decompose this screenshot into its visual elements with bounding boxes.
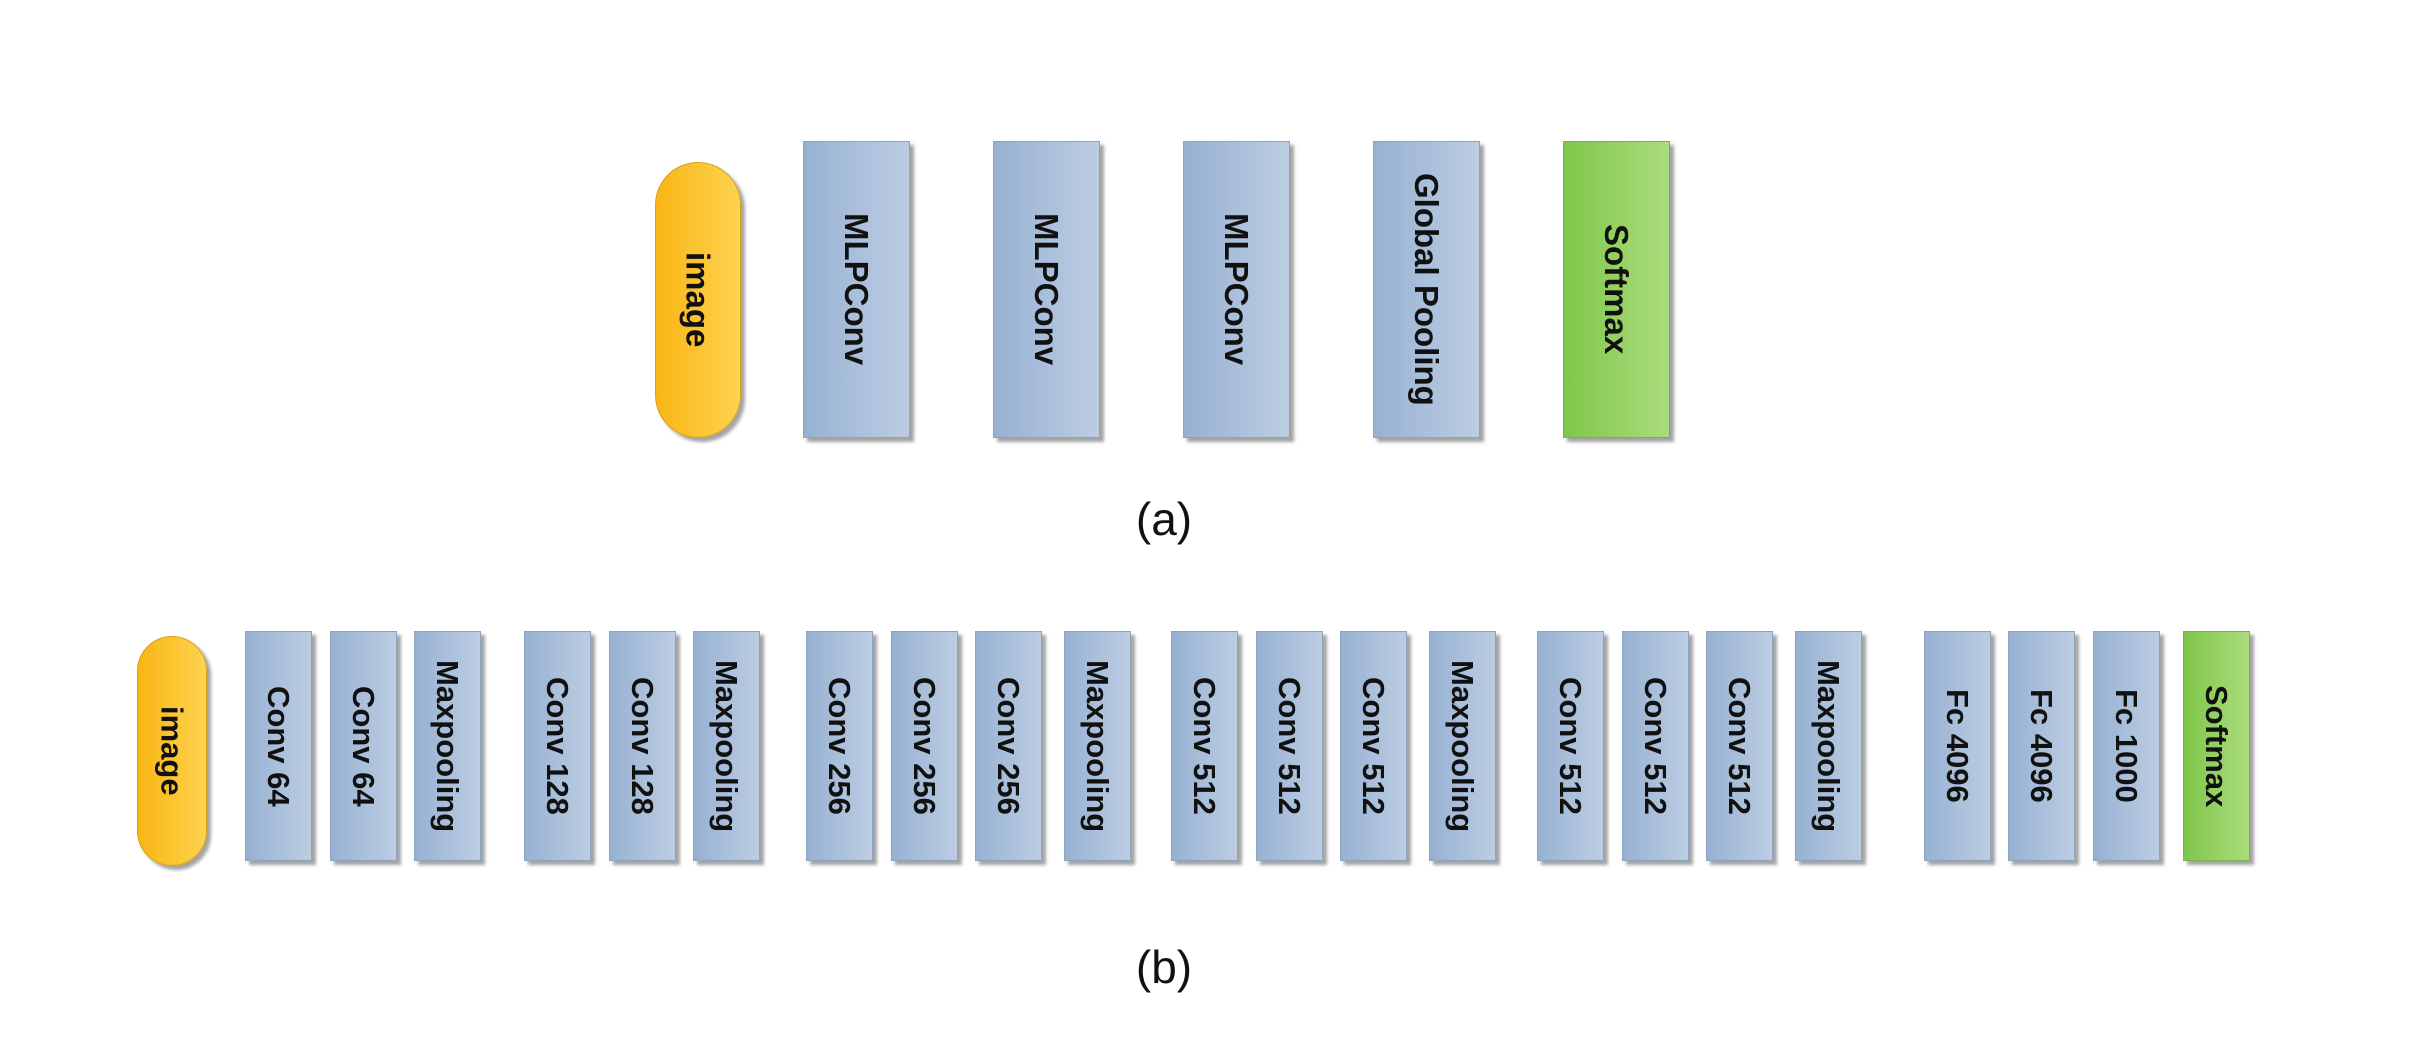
- node-label: Conv 512: [1187, 677, 1222, 815]
- conv512-layer-2: Conv 512: [1256, 631, 1323, 861]
- fc4096-layer-2: Fc 4096: [2008, 631, 2075, 861]
- mlpconv-layer-3: MLPConv: [1183, 141, 1290, 438]
- node-label: image: [154, 706, 190, 796]
- conv512-layer-4: Conv 512: [1537, 631, 1604, 861]
- maxpooling-layer-2: Maxpooling: [693, 631, 760, 861]
- node-label: Conv 256: [991, 677, 1026, 815]
- node-label: Maxpooling: [430, 659, 465, 833]
- conv64-layer-1: Conv 64: [245, 631, 312, 861]
- node-label: Conv 64: [261, 685, 296, 807]
- node-label: Global Pooling: [1408, 173, 1445, 406]
- caption-b: (b): [1135, 941, 1193, 993]
- softmax-output-node: Softmax: [1563, 141, 1670, 438]
- node-label: Fc 1000: [2109, 689, 2144, 803]
- node-label: Conv 512: [1272, 677, 1307, 815]
- conv128-layer-1: Conv 128: [524, 631, 591, 861]
- node-label: Maxpooling: [1811, 659, 1846, 833]
- node-label: MLPConv: [1028, 213, 1065, 366]
- conv64-layer-2: Conv 64: [330, 631, 397, 861]
- fc1000-layer: Fc 1000: [2093, 631, 2160, 861]
- node-label: Conv 512: [1638, 677, 1673, 815]
- maxpooling-layer-4: Maxpooling: [1429, 631, 1496, 861]
- node-label: Conv 256: [907, 677, 942, 815]
- node-label: Conv 64: [346, 685, 381, 807]
- caption-a: (a): [1135, 493, 1193, 545]
- maxpooling-layer-5: Maxpooling: [1795, 631, 1862, 861]
- conv256-layer-3: Conv 256: [975, 631, 1042, 861]
- input-image-node: image: [137, 636, 207, 866]
- node-label: Maxpooling: [1445, 659, 1480, 833]
- node-label: Softmax: [1598, 224, 1635, 355]
- fc4096-layer-1: Fc 4096: [1924, 631, 1991, 861]
- input-image-node: image: [655, 162, 741, 438]
- node-label: Conv 512: [1356, 677, 1391, 815]
- node-label: Maxpooling: [709, 659, 744, 833]
- node-label: Conv 256: [822, 677, 857, 815]
- node-label: Conv 128: [625, 677, 660, 815]
- global-pooling-layer: Global Pooling: [1373, 141, 1480, 438]
- conv512-layer-6: Conv 512: [1706, 631, 1773, 861]
- node-label: Fc 4096: [1940, 689, 1975, 803]
- node-label: image: [679, 252, 717, 348]
- node-label: Maxpooling: [1080, 659, 1115, 833]
- conv128-layer-2: Conv 128: [609, 631, 676, 861]
- maxpooling-layer-3: Maxpooling: [1064, 631, 1131, 861]
- node-label: Conv 512: [1553, 677, 1588, 815]
- maxpooling-layer-1: Maxpooling: [414, 631, 481, 861]
- conv256-layer-2: Conv 256: [891, 631, 958, 861]
- node-label: Conv 512: [1722, 677, 1757, 815]
- softmax-output-node: Softmax: [2183, 631, 2250, 861]
- node-label: MLPConv: [838, 213, 875, 366]
- node-label: Fc 4096: [2024, 689, 2059, 803]
- mlpconv-layer-1: MLPConv: [803, 141, 910, 438]
- node-label: MLPConv: [1218, 213, 1255, 366]
- conv512-layer-1: Conv 512: [1171, 631, 1238, 861]
- node-label: Softmax: [2199, 684, 2234, 808]
- node-label: Conv 128: [540, 677, 575, 815]
- conv256-layer-1: Conv 256: [806, 631, 873, 861]
- conv512-layer-5: Conv 512: [1622, 631, 1689, 861]
- mlpconv-layer-2: MLPConv: [993, 141, 1100, 438]
- conv512-layer-3: Conv 512: [1340, 631, 1407, 861]
